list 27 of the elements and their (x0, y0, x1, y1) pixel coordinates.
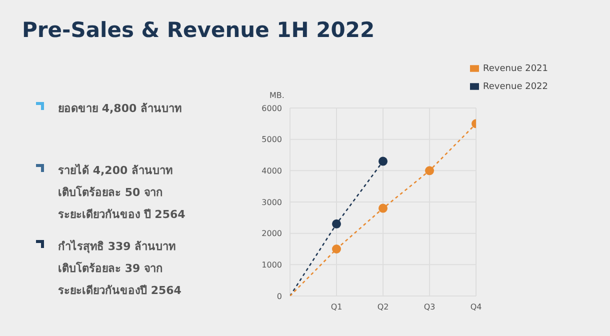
y-tick-label: 4000 (262, 166, 282, 176)
point (425, 166, 434, 176)
text: กำไรสุทธิ 339 ล้านบาท (58, 238, 177, 256)
y-tick-label: 0 (276, 292, 282, 301)
text: เติบโตร้อยละ 39 จาก (58, 260, 164, 277)
legend-label: Revenue 2022 (483, 82, 548, 92)
y-axis-title: MB. (270, 91, 284, 100)
point (332, 244, 342, 254)
text: ระยะเดียวกันของปี 2564 (58, 283, 182, 299)
y-tick-label: 6000 (262, 104, 282, 113)
text: ยอดขาย 4,800 ล้านบาท (58, 101, 182, 117)
text: ระยะเดียวกันของ ปี 2564 (58, 207, 186, 223)
x-tick-label: Q3 (424, 302, 436, 312)
text: รายได้ 4,200 ล้านบาท (58, 162, 174, 179)
chart-title: Pre-Sales & Revenue 1H 2022 (22, 18, 375, 42)
y-tick-label: 1000 (262, 260, 282, 270)
y-tick-label: 2000 (262, 229, 282, 238)
y-tick-label: 3000 (262, 198, 282, 207)
point (332, 219, 342, 228)
legend-label: Revenue 2021 (483, 64, 548, 74)
x-tick-label: Q4 (470, 302, 482, 312)
y-tick-label: 5000 (262, 135, 282, 144)
x-tick-label: Q1 (330, 302, 342, 312)
text: เติบโตร้อยละ 50 จาก (58, 184, 164, 201)
point (378, 156, 388, 166)
point (378, 204, 388, 213)
x-tick-label: Q2 (377, 302, 389, 312)
